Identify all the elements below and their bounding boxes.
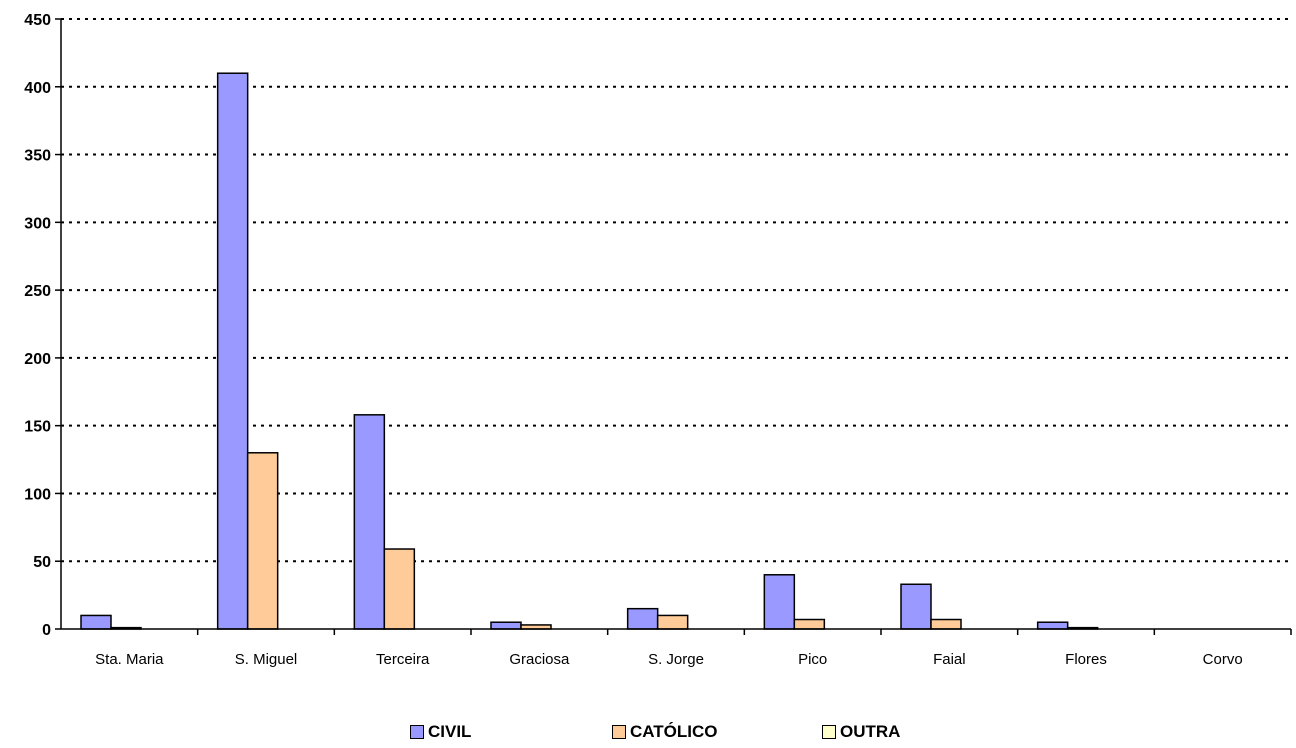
y-tick-label: 450	[24, 12, 51, 29]
y-tick-label: 400	[24, 80, 51, 97]
x-category-label: Sta. Maria	[95, 651, 164, 668]
y-tick-label: 100	[24, 486, 51, 503]
bar	[763, 574, 796, 630]
x-category-label: Corvo	[1203, 651, 1243, 668]
bar	[80, 614, 112, 630]
legend: CIVIL CATÓLICO OUTRA	[0, 722, 1296, 748]
y-tick-label: 250	[24, 283, 51, 300]
legend-label-outra: OUTRA	[840, 722, 901, 741]
bar	[900, 583, 932, 630]
x-category-label: S. Miguel	[235, 651, 298, 668]
y-axis-ticks: 0 50 100 150 200 250 300 350 400 450	[24, 12, 61, 639]
bar	[1036, 621, 1069, 630]
bar	[930, 618, 962, 630]
x-category-label: Pico	[798, 651, 827, 668]
bar	[216, 72, 249, 630]
bar	[793, 618, 826, 630]
y-tick-label: 50	[33, 554, 51, 571]
axes	[60, 19, 1292, 635]
y-tick-label: 0	[42, 622, 51, 639]
x-category-label: Graciosa	[509, 651, 570, 668]
gridlines	[61, 18, 1291, 563]
legend-item-outra: OUTRA	[822, 722, 900, 742]
legend-swatch-civil	[410, 725, 424, 739]
bar-chart: 0 50 100 150 200 250 300 350 400 450 Sta. Maria S.…	[24, 12, 1292, 668]
legend-item-catolico: CATÓLICO	[612, 722, 718, 742]
legend-label-catolico: CATÓLICO	[630, 722, 718, 741]
legend-label-civil: CIVIL	[428, 722, 472, 741]
bar	[353, 414, 386, 630]
legend-item-civil: CIVIL	[410, 722, 471, 742]
y-tick-label: 200	[24, 351, 51, 368]
x-axis-labels: Sta. Maria S. Miguel Terceira Graciosa S. Jo…	[95, 651, 1243, 668]
x-category-label: S. Jorge	[648, 651, 704, 668]
bars	[80, 72, 1099, 630]
x-category-label: Flores	[1065, 651, 1107, 668]
bar	[246, 452, 279, 630]
bar	[490, 621, 522, 630]
x-category-label: Terceira	[376, 651, 430, 668]
bar	[656, 614, 689, 630]
y-tick-label: 300	[24, 215, 51, 232]
legend-swatch-catolico	[612, 725, 626, 739]
bar	[383, 548, 416, 630]
y-tick-label: 150	[24, 419, 51, 436]
bar	[626, 607, 659, 630]
y-tick-label: 350	[24, 148, 51, 165]
x-category-label: Faial	[933, 651, 966, 668]
legend-swatch-outra	[822, 725, 836, 739]
